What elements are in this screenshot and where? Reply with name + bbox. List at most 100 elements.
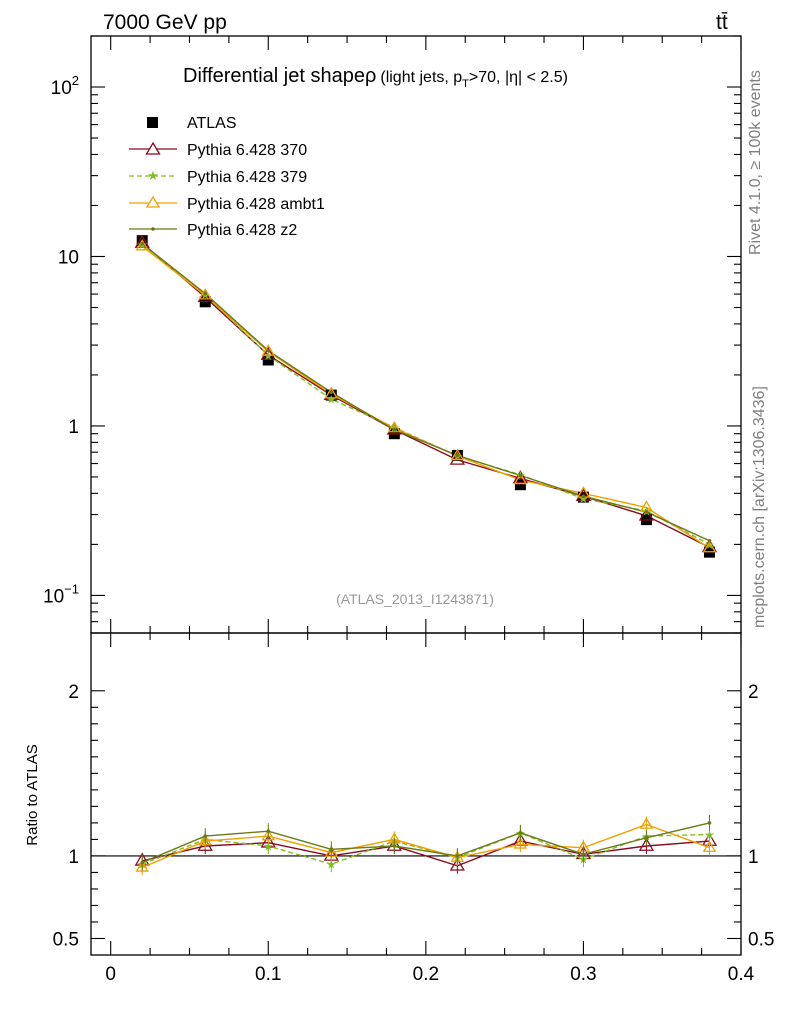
series-line-1 [141, 242, 710, 549]
ratio-ytick-label-right: 0.5 [748, 929, 774, 950]
series-point-3 [135, 238, 149, 251]
ratio-point-2: ★ [263, 840, 274, 854]
series-point-3 [261, 344, 275, 356]
ytick-base: 10 [58, 247, 79, 268]
ratio-panel-frame [90, 632, 742, 956]
ratio-xtick-label: 0.4 [728, 964, 755, 985]
series-point-3 [513, 472, 528, 485]
legend-370-marker [145, 141, 161, 155]
series-point-3 [198, 288, 212, 300]
series-point-3 [702, 540, 717, 553]
series-point-4 [266, 348, 271, 353]
legend-entry-ambt1: Pythia 6.428 ambt1 [129, 195, 325, 213]
series-point-2: ★ [704, 538, 715, 552]
title-main: Differential jet shape [183, 65, 365, 87]
ratio-point-4 [581, 852, 586, 857]
series-point-4 [455, 453, 460, 458]
ratio-ytick-label-right: 2 [748, 682, 759, 703]
analysis-id: (ATLAS_2013_I1243871) [336, 591, 494, 607]
ratio-point-4 [140, 860, 145, 865]
ytick-base: 10 [43, 586, 64, 607]
main-ytick-label: 10−1 [43, 581, 79, 607]
legend-370-label: Pythia 6.428 370 [187, 142, 307, 159]
legend-entry-370: Pythia 6.428 370 [129, 141, 307, 159]
legend-ambt1-label: Pythia 6.428 ambt1 [187, 196, 325, 213]
ratio-xtick-label: 0.2 [413, 964, 439, 985]
ratio-xtick-label: 0 [105, 964, 116, 985]
main-series: ★★★★★★★★★★ [134, 234, 718, 558]
ratio-axes: 2 2 1 1 0.5 0.5 0 0.1 0.2 0.3 0.4 [53, 633, 774, 985]
ytick-base: 1 [68, 417, 79, 438]
ratio-ytick-label-left: 0.5 [53, 929, 79, 950]
ratio-ytick-label-right: 1 [748, 847, 759, 868]
series-point-4 [644, 510, 649, 514]
main-ytick-label: 10 [58, 247, 79, 268]
legend: ATLAS Pythia 6.428 370 ★ Pythia 6.428 37… [129, 115, 325, 239]
legend-entry-379: ★ Pythia 6.428 379 [129, 169, 307, 186]
subtitle-sub: T [462, 78, 469, 90]
ratio-point-2: ★ [326, 858, 337, 872]
series-line-4 [141, 243, 710, 542]
legend-z2-label: Pythia 6.428 z2 [187, 222, 297, 239]
atlas-point [262, 354, 274, 366]
ratio-point-1 [449, 857, 466, 871]
ratio-ytick-label-left: 1 [68, 847, 79, 868]
legend-entry-atlas: ATLAS [147, 115, 237, 132]
legend-ambt1-marker [145, 195, 161, 208]
ratio-point-4 [455, 854, 460, 858]
series-point-3 [387, 420, 402, 433]
ratio-point-4 [518, 831, 523, 835]
legend-379-marker: ★ [147, 169, 159, 184]
main-ytick-label: 102 [51, 73, 79, 99]
series-point-2: ★ [326, 393, 337, 407]
series-point-4 [581, 494, 586, 498]
chart-title: Differential jet shapeρ (light jets, pT>7… [183, 65, 568, 90]
series-point-4 [392, 427, 397, 432]
legend-atlas-marker [147, 117, 158, 128]
series-line-3 [141, 245, 710, 549]
atlas-point [514, 479, 526, 491]
ytick-base: 10 [51, 78, 72, 99]
ratio-point-2: ★ [704, 828, 715, 842]
ratio-point-4 [203, 834, 208, 838]
ratio-point-3 [513, 837, 528, 849]
ratio-ylabel: Ratio to ATLAS [24, 744, 41, 845]
ratio-point-3 [639, 817, 654, 829]
rivet-label: Rivet 4.1.0, ≥ 100k events [747, 70, 764, 255]
ratio-xtick-label: 0.3 [570, 964, 596, 985]
ratio-point-1 [638, 837, 655, 851]
ratio-xtick-label: 0.1 [255, 964, 281, 985]
ratio-point-4 [707, 821, 712, 825]
series-point-3 [450, 448, 465, 461]
series-point-3 [324, 386, 339, 399]
legend-z2-marker [151, 227, 155, 231]
subtitle-prefix: (light jets, p [380, 69, 462, 86]
ratio-line-4 [141, 822, 710, 864]
legend-379-label: Pythia 6.428 379 [187, 169, 307, 186]
series-point-1 [449, 451, 466, 465]
atlas-point [325, 389, 337, 401]
ratio-point-4 [329, 847, 334, 852]
series-point-4 [203, 291, 208, 296]
process-label: tt̄ [716, 11, 728, 34]
ratio-point-3 [261, 828, 275, 841]
series-point-1 [134, 234, 150, 248]
ratio-ytick-label-left: 2 [68, 682, 79, 703]
energy-label: 7000 GeV pp [103, 11, 227, 34]
series-point-2: ★ [578, 492, 589, 506]
main-ytick-label: 1 [68, 417, 79, 438]
source-label: mcplots.cern.ch [arXiv:1306.3436] [751, 386, 768, 628]
title-symbol: ρ [365, 65, 376, 87]
ratio-line-3 [141, 823, 710, 869]
series-point-4 [329, 390, 334, 395]
legend-entry-z2: Pythia 6.428 z2 [129, 222, 297, 239]
ratio-line-2 [141, 832, 710, 865]
series-point-4 [140, 241, 145, 246]
series-point-1 [512, 470, 529, 484]
ytick-exponent: 2 [72, 73, 79, 88]
ratio-series: ★★★★★★★★★★ [134, 814, 718, 876]
series-point-2: ★ [263, 349, 274, 363]
